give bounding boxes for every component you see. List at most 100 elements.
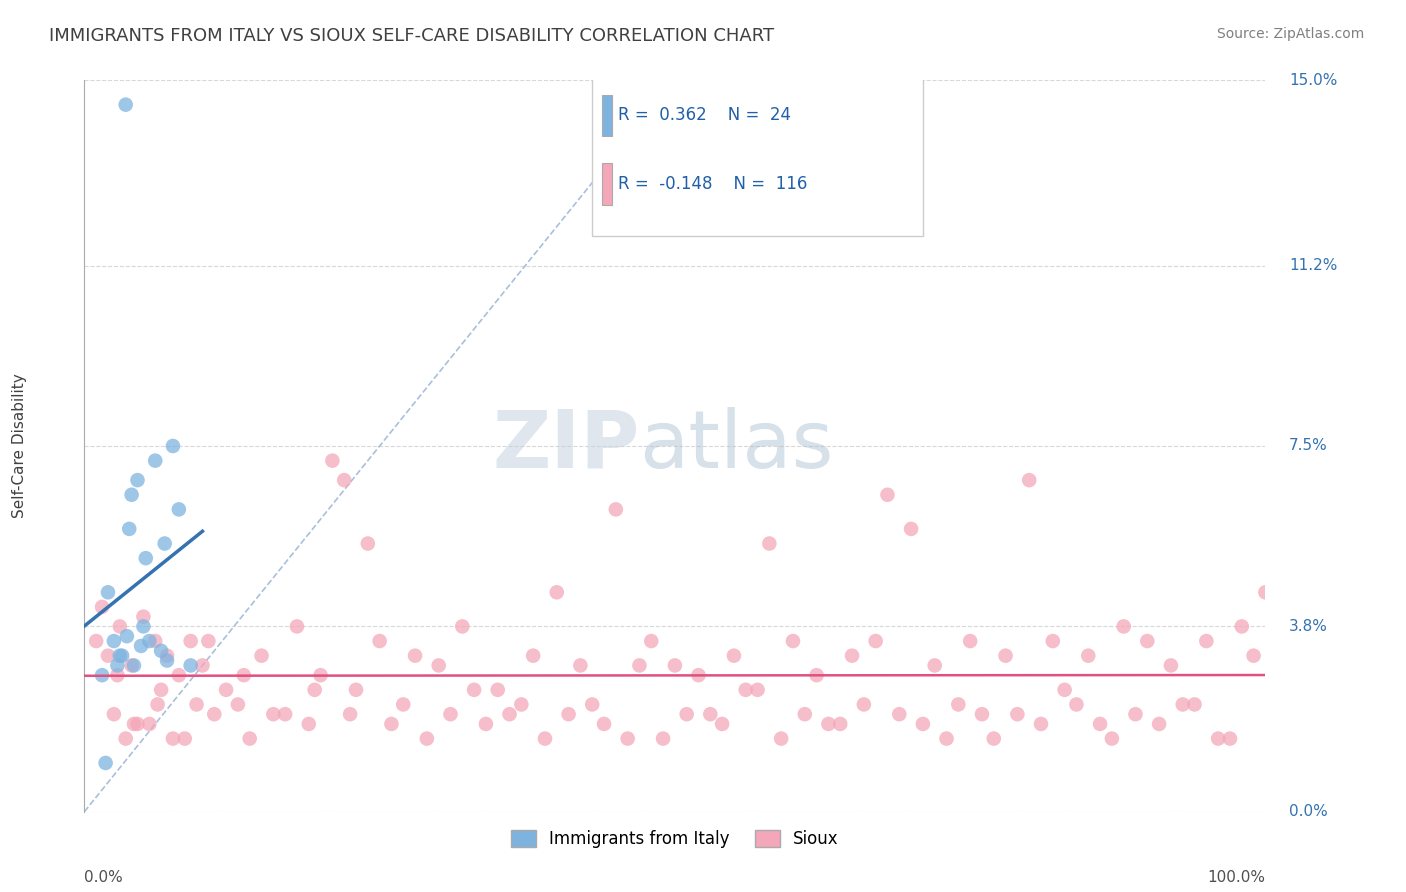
Point (91, 599, 114, 614)
Point (959, 634, 981, 648)
Point (215, 682, 238, 697)
Point (180, 658, 202, 673)
Point (935, 731, 957, 746)
Point (841, 648, 863, 663)
Point (581, 698, 603, 712)
Point (664, 658, 686, 673)
Point (146, 698, 169, 712)
Point (309, 668, 332, 682)
Point (983, 731, 1005, 746)
Text: IMMIGRANTS FROM ITALY VS SIOUX SELF-CARE DISABILITY CORRELATION CHART: IMMIGRANTS FROM ITALY VS SIOUX SELF-CARE… (49, 27, 775, 45)
Point (114, 97, 136, 112)
Point (114, 731, 136, 746)
Point (103, 634, 125, 648)
Point (711, 717, 734, 731)
Point (202, 707, 225, 722)
Point (865, 634, 887, 648)
Point (948, 698, 970, 712)
Point (1101, 731, 1123, 746)
Point (723, 648, 745, 663)
Point (569, 658, 592, 673)
Point (344, 682, 367, 697)
Point (1066, 698, 1088, 712)
Point (108, 648, 131, 663)
Point (107, 658, 129, 673)
Point (127, 473, 149, 487)
Point (122, 658, 145, 673)
Point (1230, 619, 1253, 633)
Text: 15.0%: 15.0% (1289, 73, 1337, 87)
Point (103, 707, 125, 722)
Point (758, 536, 780, 550)
Point (111, 648, 134, 663)
Bar (602, 95, 612, 136)
Text: R =  0.362    N =  24: R = 0.362 N = 24 (619, 106, 792, 124)
Point (770, 731, 793, 746)
Text: 0.0%: 0.0% (84, 871, 124, 885)
Point (1053, 682, 1076, 697)
Point (380, 717, 402, 731)
Point (1219, 731, 1241, 746)
Point (115, 629, 138, 643)
Point (451, 619, 474, 633)
Point (889, 707, 911, 722)
Point (135, 551, 157, 566)
Point (368, 634, 391, 648)
Bar (592, 76, 922, 236)
Point (153, 536, 176, 550)
Point (1125, 707, 1147, 722)
Point (734, 682, 756, 697)
Point (129, 639, 152, 653)
Point (143, 453, 166, 467)
Point (122, 717, 145, 731)
Point (1160, 658, 1182, 673)
Point (640, 634, 662, 648)
Point (232, 668, 254, 682)
Point (534, 731, 557, 746)
Point (94, 756, 117, 770)
Point (321, 453, 343, 467)
Text: 100.0%: 100.0% (1208, 871, 1265, 885)
Point (1136, 634, 1159, 648)
Point (900, 522, 922, 536)
Point (357, 536, 380, 550)
Point (994, 648, 1017, 663)
Point (143, 634, 166, 648)
Point (333, 473, 356, 487)
Point (1171, 698, 1194, 712)
Point (162, 439, 184, 453)
Point (226, 698, 249, 712)
Point (1088, 717, 1111, 731)
Point (392, 698, 415, 712)
Point (118, 522, 141, 536)
Point (404, 648, 426, 663)
Bar (602, 163, 612, 204)
Point (475, 717, 498, 731)
Legend: Immigrants from Italy, Sioux: Immigrants from Italy, Sioux (505, 823, 845, 855)
Text: atlas: atlas (640, 407, 834, 485)
Point (970, 707, 993, 722)
Point (250, 648, 273, 663)
Point (486, 682, 509, 697)
Text: ZIP: ZIP (492, 407, 640, 485)
Point (121, 658, 143, 673)
Point (1254, 585, 1277, 599)
Point (97, 648, 120, 663)
Point (108, 619, 131, 633)
Point (191, 658, 214, 673)
Point (1206, 731, 1229, 746)
Point (156, 648, 179, 663)
Point (830, 717, 852, 731)
Point (699, 707, 721, 722)
Point (180, 634, 202, 648)
Point (304, 682, 326, 697)
Point (1042, 634, 1064, 648)
Point (924, 658, 946, 673)
Point (557, 707, 579, 722)
Point (97, 585, 120, 599)
Point (522, 648, 544, 663)
Point (605, 502, 627, 516)
Point (911, 717, 934, 731)
Point (156, 654, 179, 668)
Text: Source: ZipAtlas.com: Source: ZipAtlas.com (1216, 27, 1364, 41)
